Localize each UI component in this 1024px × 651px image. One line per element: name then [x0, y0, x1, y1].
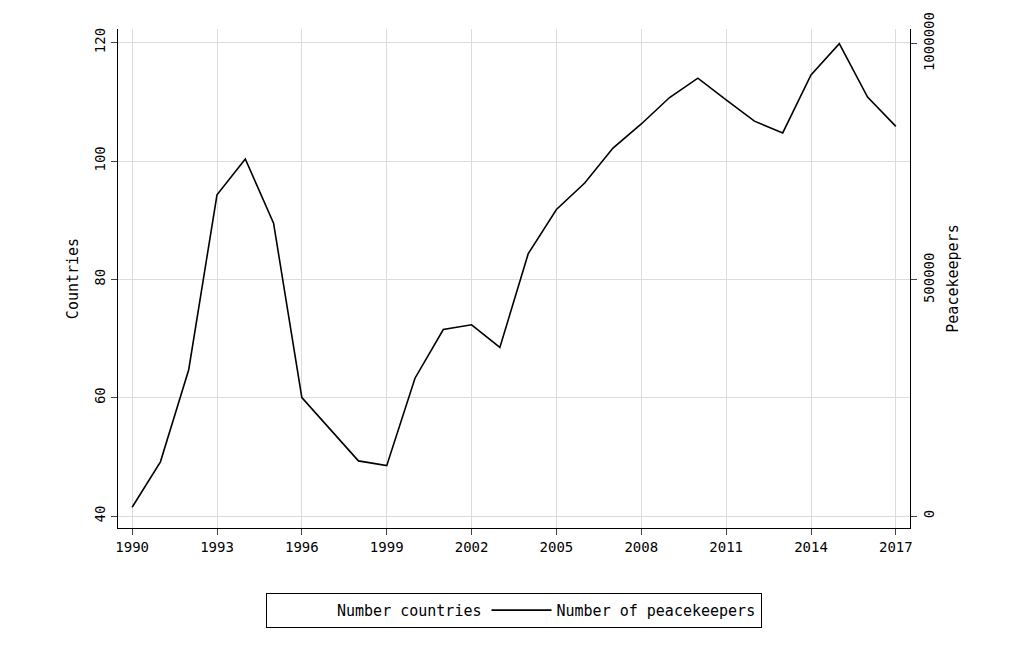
svg-text:80: 80 [92, 269, 108, 286]
svg-text:1993: 1993 [200, 539, 234, 555]
svg-text:1999: 1999 [370, 539, 404, 555]
svg-text:100: 100 [92, 146, 108, 171]
svg-text:2017: 2017 [879, 539, 913, 555]
svg-text:1990: 1990 [115, 539, 149, 555]
svg-text:2008: 2008 [624, 539, 658, 555]
svg-text:1996: 1996 [285, 539, 319, 555]
svg-text:Countries: Countries [64, 238, 82, 319]
svg-text:60: 60 [92, 387, 108, 404]
svg-text:120: 120 [92, 28, 108, 53]
svg-text:500000: 500000 [921, 253, 937, 304]
svg-text:Number of peacekeepers: Number of peacekeepers [557, 602, 756, 620]
svg-text:40: 40 [92, 506, 108, 523]
svg-text:Number countries: Number countries [337, 602, 482, 620]
svg-text:2014: 2014 [794, 539, 828, 555]
svg-text:0: 0 [921, 510, 937, 518]
svg-text:Peacekeepers: Peacekeepers [944, 224, 962, 332]
svg-text:2002: 2002 [455, 539, 489, 555]
svg-text:2011: 2011 [709, 539, 743, 555]
svg-text:2005: 2005 [540, 539, 574, 555]
svg-text:1000000: 1000000 [921, 12, 937, 71]
